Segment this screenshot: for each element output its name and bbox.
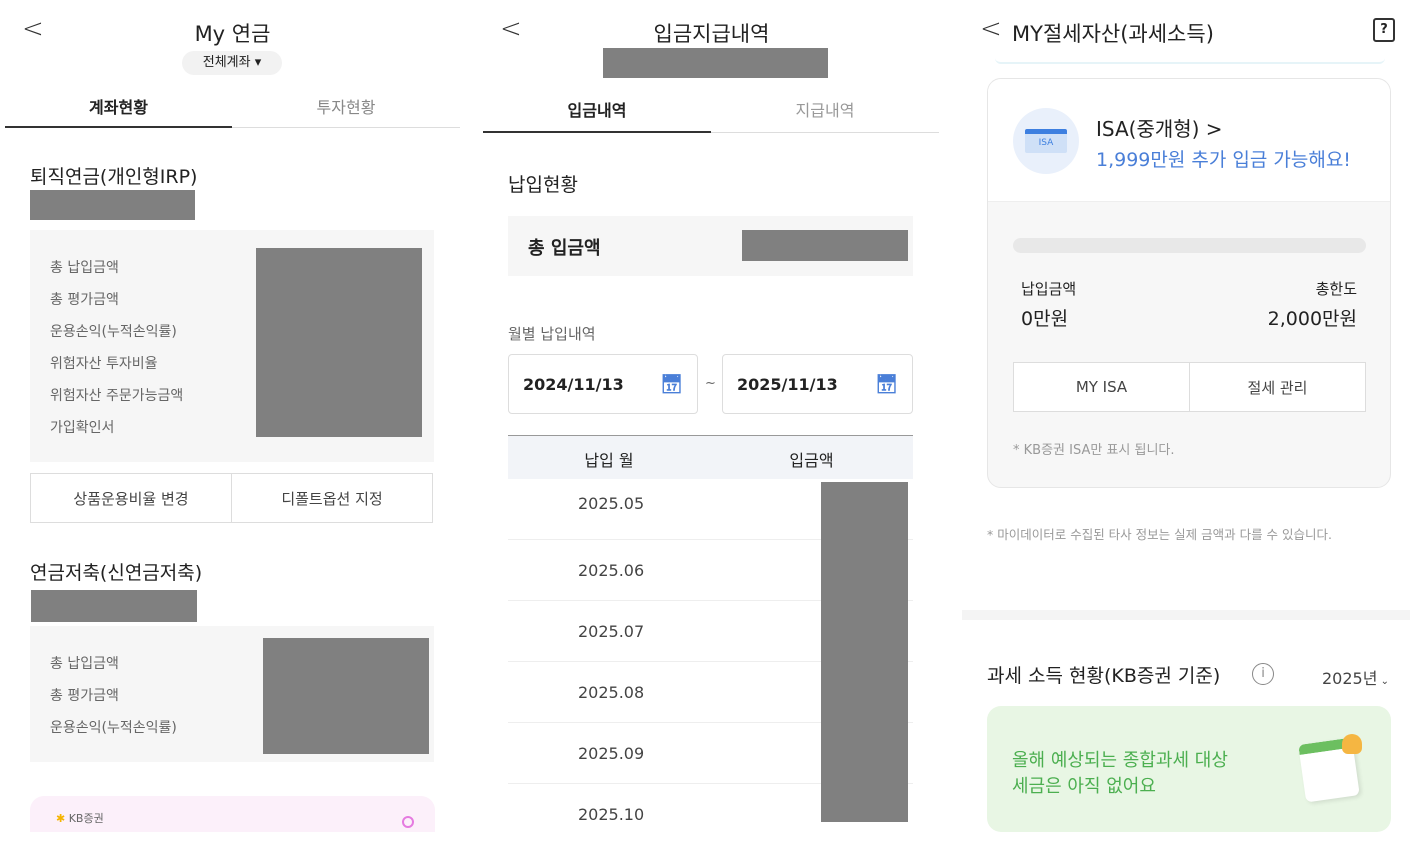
page-title: MY절세자산(과세소득) bbox=[1012, 22, 1214, 46]
calendar-icon[interactable]: 📅︎ bbox=[660, 373, 683, 395]
label: 운용손익(누적손익률) bbox=[50, 720, 177, 736]
tab-account-status[interactable]: 계좌현황 bbox=[5, 94, 232, 128]
page-title: 입금지급내역 bbox=[653, 22, 770, 46]
table-row: 2025.06 bbox=[508, 540, 913, 601]
tax-management-button[interactable]: 절세 관리 bbox=[1189, 362, 1366, 412]
monthly-label: 월별 납입내역 bbox=[508, 325, 596, 343]
end-date: 2025/11/13 bbox=[737, 374, 838, 394]
irp-title: 퇴직연금(개인형IRP) bbox=[30, 166, 198, 188]
back-button[interactable]: < bbox=[22, 14, 44, 44]
page-title: My 연금 bbox=[194, 22, 271, 46]
deposit-table: 2025.05 2025.06 2025.07 2025.08 2025.09 … bbox=[508, 479, 913, 845]
table-header: 납입 월 입금액 bbox=[508, 435, 913, 479]
section-title: 납입현황 bbox=[508, 174, 578, 196]
tax-status-card: 올해 예상되는 종합과세 대상 세금은 아직 없어요 bbox=[987, 706, 1391, 832]
tab-payments[interactable]: 지급내역 bbox=[711, 97, 939, 133]
label: 총 평가금액 bbox=[50, 688, 119, 704]
bell-icon bbox=[1342, 734, 1362, 754]
tab-investment-status[interactable]: 투자현황 bbox=[232, 94, 460, 128]
tax-message-line1: 올해 예상되는 종합과세 대상 bbox=[1012, 750, 1228, 771]
limit-label: 총한도 bbox=[1315, 280, 1357, 298]
redacted bbox=[31, 590, 197, 622]
end-date-field[interactable]: 2025/11/13 📅︎ bbox=[722, 354, 913, 414]
label: 총 평가금액 bbox=[50, 292, 119, 308]
kb-banner[interactable]: ✱ KB증권 bbox=[30, 796, 435, 832]
start-date-field[interactable]: 2024/11/13 📅︎ bbox=[508, 354, 698, 414]
pension-summary-card: 총 납입금액 총 평가금액 운용손익(누적손익률) bbox=[30, 626, 434, 762]
kb-logo: ✱ KB증권 bbox=[56, 812, 104, 825]
label: 위험자산 주문가능금액 bbox=[50, 388, 184, 404]
tax-message-line2: 세금은 아직 없어요 bbox=[1012, 776, 1156, 797]
tab-deposits[interactable]: 입금내역 bbox=[483, 97, 711, 133]
isa-icon: ISA bbox=[1013, 108, 1079, 174]
table-row: 2025.10 bbox=[578, 805, 645, 824]
pension-savings-title: 연금저축(신연금저축) bbox=[30, 562, 203, 584]
table-row: 2025.09 bbox=[508, 723, 913, 784]
isa-card: ISA ISA(중개형) > 1,999만원 추가 입금 가능해요! 납입금액 … bbox=[987, 78, 1391, 488]
back-button[interactable]: < bbox=[500, 14, 522, 44]
total-deposit-card: 총 입금액 bbox=[508, 216, 913, 276]
section-divider bbox=[962, 610, 1410, 620]
table-row: 2025.07 bbox=[508, 601, 913, 662]
back-button[interactable]: < bbox=[980, 14, 1002, 44]
label: 총 납입금액 bbox=[50, 656, 119, 672]
enrollment-certificate-link[interactable]: 가입확인서 bbox=[50, 420, 115, 436]
year-dropdown[interactable]: 2025년 ⌄ bbox=[1322, 669, 1390, 688]
disclaimer: * 마이데이터로 수집된 타사 정보는 실제 금액과 다를 수 있습니다. bbox=[987, 527, 1332, 542]
help-book-icon[interactable]: ? bbox=[1373, 18, 1395, 42]
start-date: 2024/11/13 bbox=[523, 374, 624, 394]
paid-label: 납입금액 bbox=[1021, 280, 1077, 298]
isa-promo: 1,999만원 추가 입금 가능해요! bbox=[1096, 149, 1351, 171]
info-icon[interactable]: i bbox=[1252, 663, 1274, 685]
label: 위험자산 투자비율 bbox=[50, 356, 158, 372]
table-row: 2025.08 bbox=[508, 662, 913, 723]
label: 운용손익(누적손익률) bbox=[50, 324, 177, 340]
change-allocation-button[interactable]: 상품운용비율 변경 bbox=[30, 473, 232, 523]
redacted bbox=[603, 48, 828, 78]
heart-icon bbox=[402, 816, 414, 828]
limit-value: 2,000만원 bbox=[1267, 308, 1357, 330]
chevron-down-icon: ⌄ bbox=[1377, 676, 1390, 687]
divider bbox=[995, 58, 1385, 64]
calendar-icon[interactable]: 📅︎ bbox=[875, 373, 898, 395]
isa-progress-bar bbox=[1013, 238, 1366, 253]
redacted bbox=[263, 638, 429, 754]
account-filter-dropdown[interactable]: 전체계좌 ▾ bbox=[182, 51, 282, 75]
tax-section-title: 과세 소득 현황(KB증권 기준) bbox=[987, 665, 1221, 687]
column-month: 납입 월 bbox=[584, 451, 634, 470]
label: 총 납입금액 bbox=[50, 260, 119, 276]
table-row: 2025.05 bbox=[508, 479, 913, 540]
total-deposit-label: 총 입금액 bbox=[528, 238, 601, 259]
redacted bbox=[30, 190, 195, 220]
my-isa-button[interactable]: MY ISA bbox=[1013, 362, 1190, 412]
redacted bbox=[256, 248, 422, 437]
paid-value: 0만원 bbox=[1021, 308, 1069, 330]
isa-note: * KB증권 ISA만 표시 됩니다. bbox=[1013, 443, 1175, 458]
redacted bbox=[742, 230, 908, 261]
date-separator: ~ bbox=[705, 376, 716, 391]
isa-header[interactable]: ISA ISA(중개형) > 1,999만원 추가 입금 가능해요! bbox=[988, 79, 1390, 202]
redacted bbox=[821, 482, 908, 822]
default-option-button[interactable]: 디폴트옵션 지정 bbox=[231, 473, 433, 523]
irp-summary-card: 총 납입금액 총 평가금액 운용손익(누적손익률) 위험자산 투자비율 위험자산… bbox=[30, 230, 434, 462]
column-amount: 입금액 bbox=[789, 451, 834, 470]
isa-name-link[interactable]: ISA(중개형) > bbox=[1096, 117, 1223, 141]
